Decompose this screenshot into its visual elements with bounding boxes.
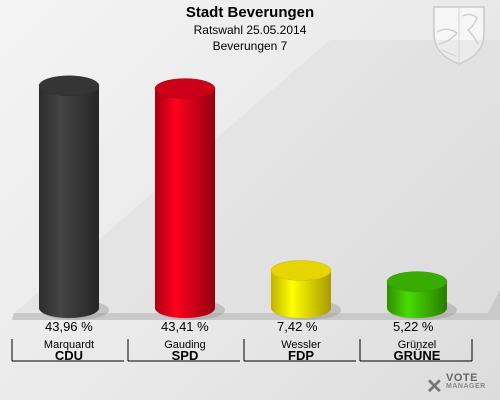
vote-check-icon: ✕	[426, 376, 443, 398]
party-label-spd: SPD	[172, 348, 199, 363]
chart-back-diagonal	[14, 40, 500, 313]
bar-top-cdu	[38, 75, 100, 97]
bar-top-spd	[154, 78, 216, 99]
value-label-grüne: 5,22 %	[393, 319, 434, 334]
candidate-label-cdu: Marquardt	[44, 339, 94, 351]
chart-subtitle-district: Beverungen 7	[212, 39, 288, 53]
candidate-label-grüne: Grünzel	[398, 339, 437, 351]
logo-line2: MANAGER	[446, 383, 486, 390]
coat-of-arms-icon	[433, 6, 485, 65]
chart-subtitle-election: Ratswahl 25.05.2014	[193, 23, 307, 37]
bar-spd	[155, 88, 215, 318]
party-label-cdu: CDU	[55, 348, 83, 363]
bar-top-fdp	[270, 260, 332, 281]
bar-fdp	[271, 270, 331, 318]
chart-header: Stadt Beverungen Ratswahl 25.05.2014 Bev…	[0, 4, 500, 54]
party-label-grüne: GRÜNE	[394, 348, 441, 363]
value-label-cdu: 43,96 %	[45, 319, 93, 334]
bar-top-grüne	[386, 271, 448, 292]
candidate-label-fdp: Wessler	[281, 339, 321, 351]
value-label-fdp: 7,42 %	[277, 319, 318, 334]
value-label-spd: 43,41 %	[161, 319, 209, 334]
candidate-label-spd: Gauding	[164, 339, 206, 351]
chart-title: Stadt Beverungen	[185, 4, 315, 21]
bar-grüne	[387, 281, 447, 318]
bar-cdu	[39, 85, 99, 318]
vote-manager-logo: ✕ VOTE MANAGER	[426, 372, 496, 398]
logo-line1: VOTE	[446, 372, 478, 384]
party-label-fdp: FDP	[288, 348, 314, 363]
